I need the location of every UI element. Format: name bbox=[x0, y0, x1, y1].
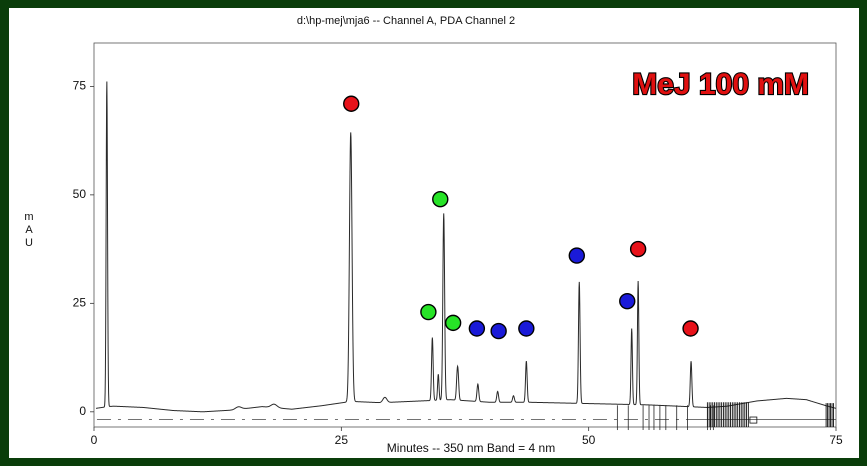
y-axis-label-a: A bbox=[25, 224, 33, 236]
noise-box bbox=[749, 416, 758, 424]
y-axis: 0 25 50 75 bbox=[73, 78, 94, 418]
chart-panel: d:\hp-mej\mja6 -- Channel A, PDA Channel… bbox=[9, 8, 859, 458]
sample-annotation: MeJ 100 mM bbox=[632, 68, 809, 101]
x-tick-label: 25 bbox=[335, 433, 349, 447]
peak-marker bbox=[343, 95, 360, 112]
noise-spikes bbox=[616, 402, 834, 431]
peak-marker bbox=[420, 303, 437, 321]
peak-marker bbox=[518, 320, 535, 337]
x-tick-label: 75 bbox=[829, 433, 843, 447]
x-tick-label: 50 bbox=[582, 433, 596, 447]
peak-marker bbox=[629, 240, 647, 258]
chromatogram-chart: d:\hp-mej\mja6 -- Channel A, PDA Channel… bbox=[24, 15, 843, 455]
y-tick-label: 0 bbox=[79, 404, 86, 418]
x-axis-label: Minutes -- 350 nm Band = 4 nm bbox=[387, 441, 555, 455]
peak-marker bbox=[468, 320, 486, 337]
peak-marker bbox=[568, 247, 585, 264]
y-axis-label-m: m bbox=[24, 211, 33, 223]
plot-frame bbox=[93, 42, 837, 428]
peak-marker bbox=[619, 292, 636, 310]
peak-marker bbox=[432, 191, 449, 208]
chromatogram-trace bbox=[95, 81, 837, 413]
y-tick-label: 75 bbox=[73, 78, 87, 92]
y-axis-label-u: U bbox=[25, 237, 33, 249]
x-axis: 0 25 50 75 bbox=[91, 427, 843, 447]
peak-marker bbox=[490, 322, 507, 340]
chart-title: d:\hp-mej\mja6 -- Channel A, PDA Channel… bbox=[297, 15, 515, 27]
y-tick-label: 25 bbox=[73, 295, 87, 309]
x-tick-label: 0 bbox=[91, 433, 98, 447]
peak-marker bbox=[444, 314, 462, 332]
peak-marker bbox=[682, 320, 699, 337]
y-axis-label: m A U bbox=[24, 211, 33, 249]
y-tick-label: 50 bbox=[73, 187, 87, 201]
peak-markers bbox=[343, 95, 699, 340]
